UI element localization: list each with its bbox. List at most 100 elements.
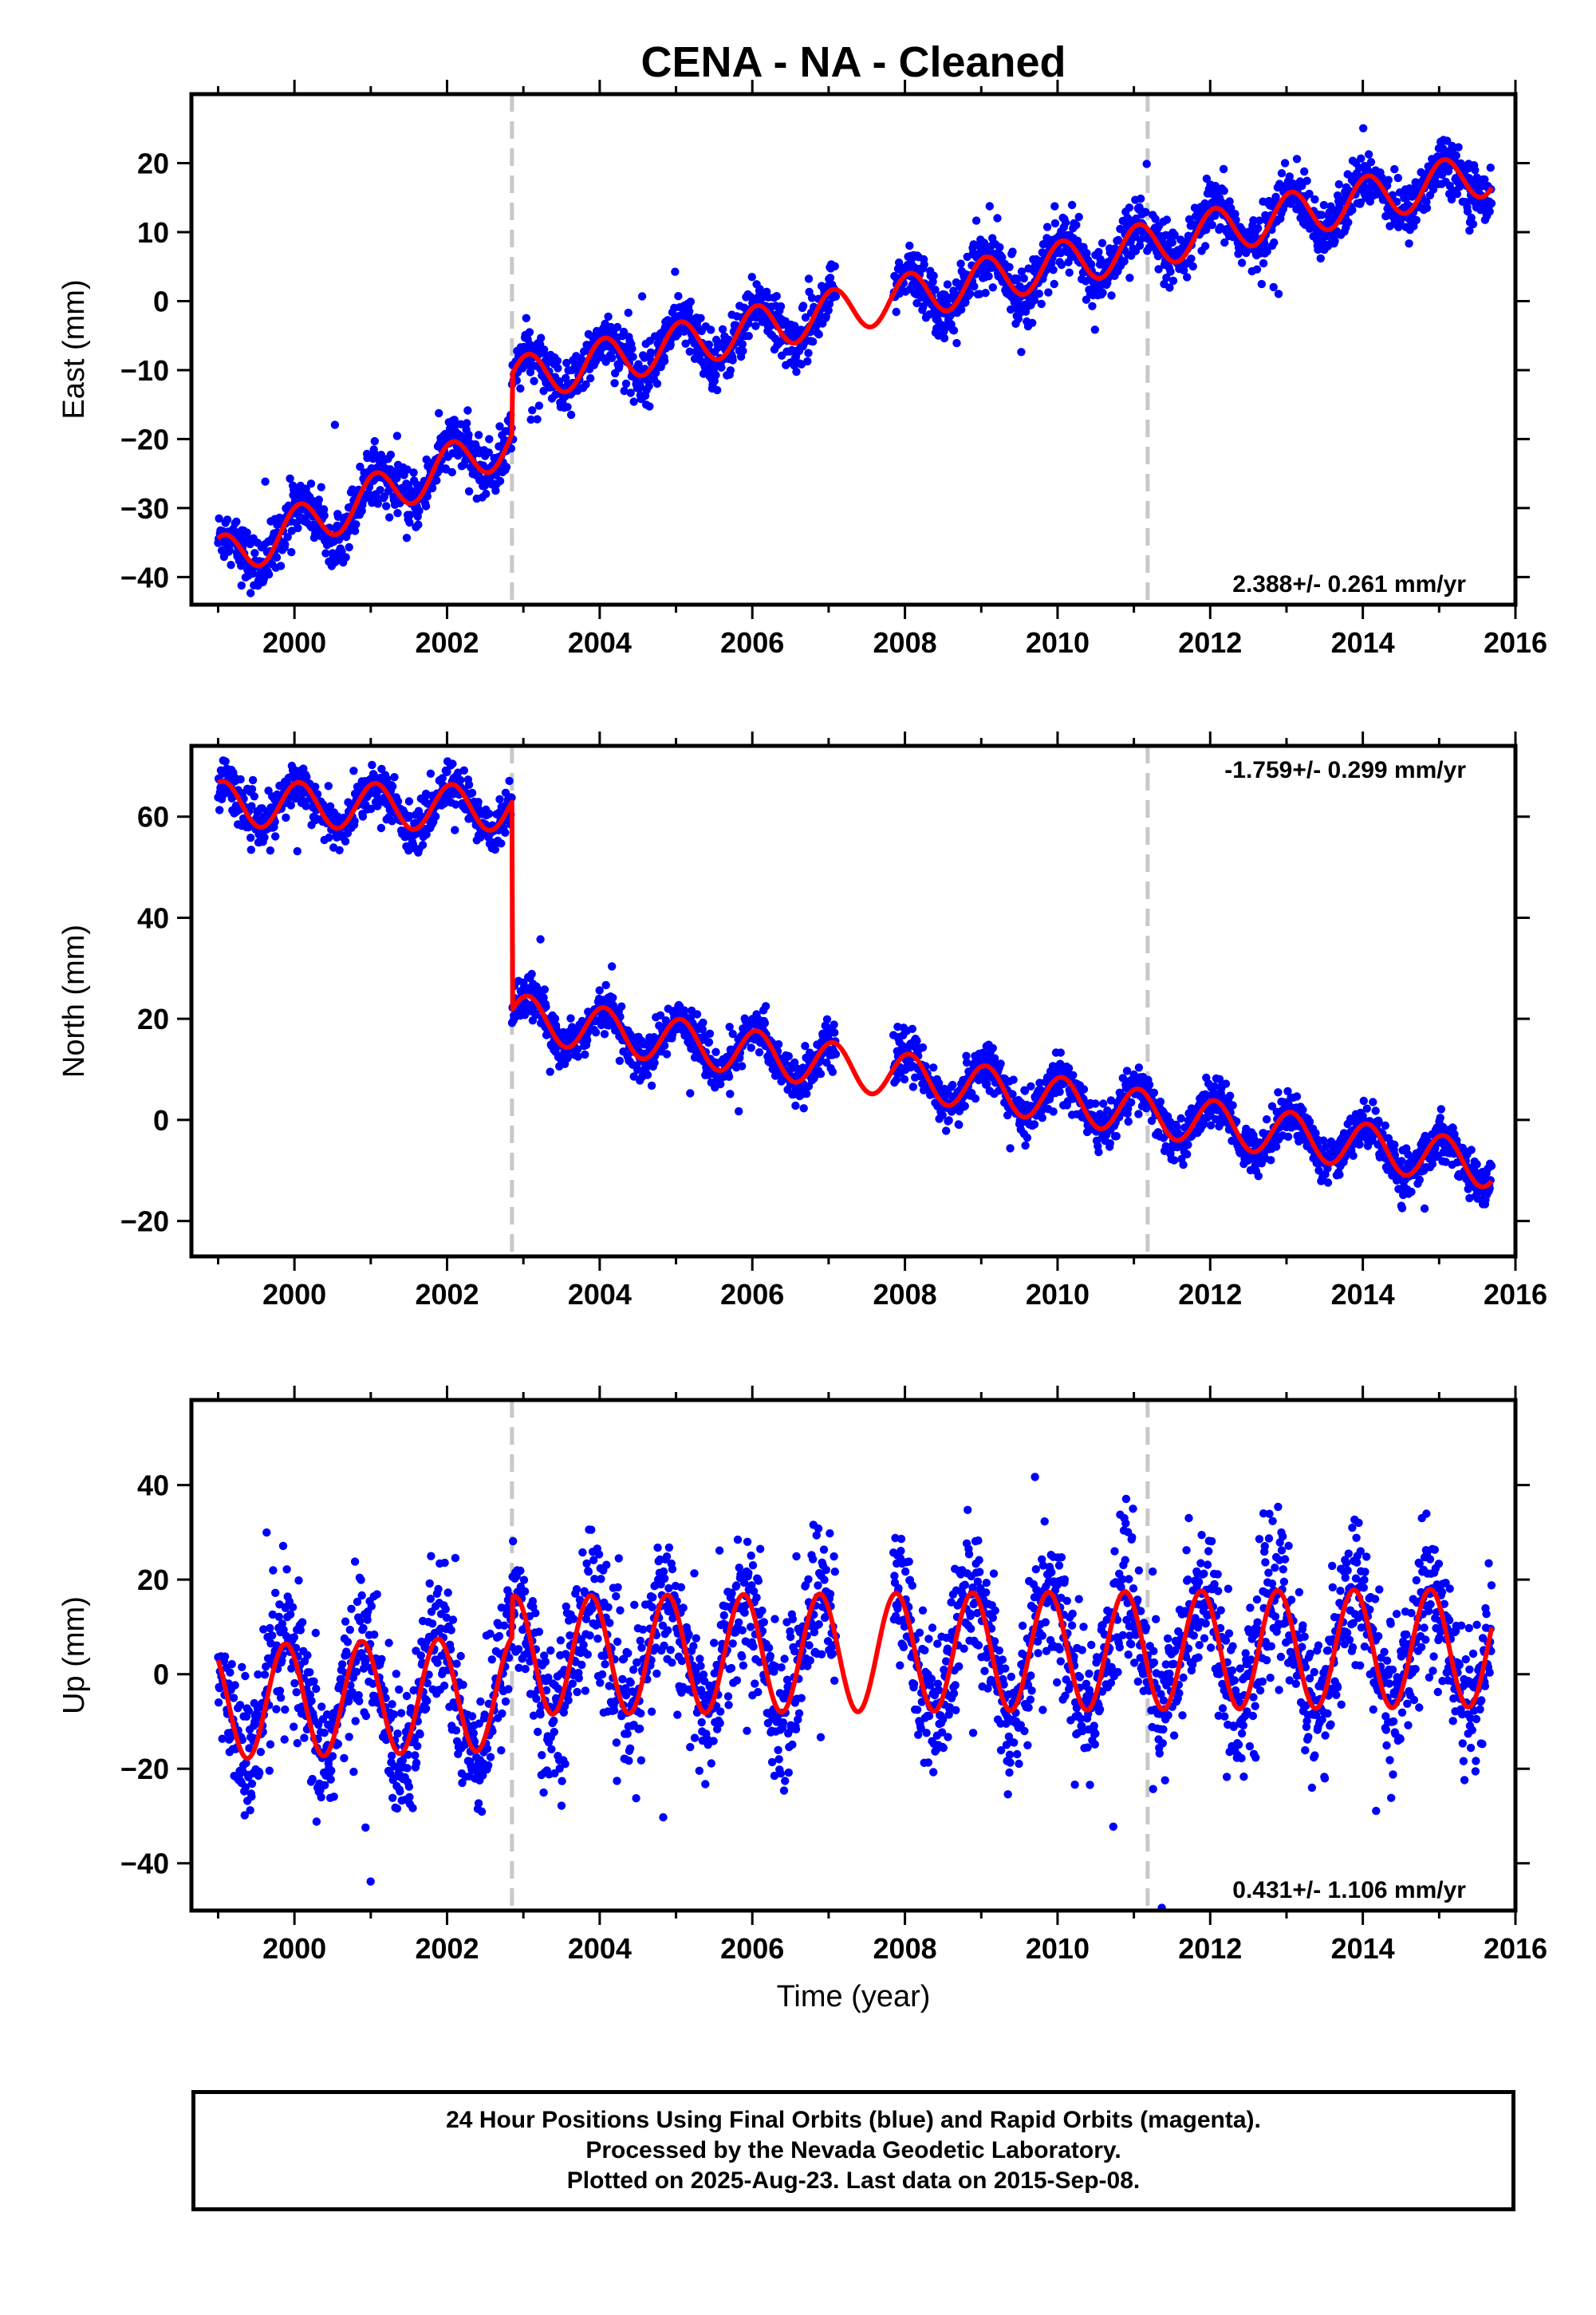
data-point: [908, 1083, 918, 1091]
data-point: [356, 462, 365, 471]
data-point: [707, 325, 715, 334]
data-point: [1094, 247, 1103, 257]
data-point: [988, 1043, 998, 1053]
data-point: [744, 332, 753, 341]
data-point: [286, 474, 294, 483]
y-axis-label-east: East (mm): [57, 279, 91, 419]
data-point: [615, 1056, 625, 1066]
data-point: [918, 1043, 928, 1052]
y-tick-label-east: 0: [153, 285, 169, 317]
data-point: [920, 260, 928, 269]
rate-label-east: 2.388+/- 0.261 mm/yr: [1232, 571, 1466, 597]
y-tick-label-east: 10: [137, 216, 169, 249]
data-point: [306, 479, 316, 488]
data-point: [1257, 279, 1267, 289]
data-point: [713, 385, 722, 395]
data-point: [474, 431, 483, 440]
data-point: [1262, 1115, 1271, 1124]
data-point: [349, 767, 358, 775]
data-point: [960, 1102, 970, 1110]
data-point: [929, 271, 938, 280]
data-point: [246, 589, 255, 597]
data-point: [673, 329, 682, 339]
data-point: [386, 450, 396, 459]
data-point: [516, 384, 525, 393]
data-point: [225, 546, 234, 554]
data-point: [822, 1015, 832, 1024]
data-point: [1221, 1079, 1231, 1088]
data-point: [1274, 290, 1283, 298]
data-point: [1057, 260, 1066, 270]
data-point: [1252, 265, 1262, 274]
data-point: [629, 353, 637, 361]
data-point: [1270, 238, 1279, 247]
data-point: [423, 492, 432, 501]
data-point: [246, 834, 255, 842]
data-point: [1028, 318, 1037, 327]
data-point: [711, 371, 720, 380]
data-point: [586, 374, 595, 383]
data-point: [250, 792, 258, 801]
data-point: [799, 1104, 808, 1113]
data-point: [744, 319, 753, 328]
data-point: [1094, 1148, 1103, 1157]
data-point: [1061, 218, 1070, 227]
data-point: [1008, 247, 1017, 256]
data-point: [1134, 1110, 1143, 1118]
data-point: [1292, 1092, 1302, 1101]
data-point: [1009, 1075, 1018, 1084]
x-tick-label-east: 2016: [1484, 626, 1547, 659]
x-tick-label-east: 2006: [720, 626, 784, 659]
data-point: [1454, 143, 1463, 152]
data-point: [376, 823, 386, 833]
data-point: [282, 813, 290, 822]
data-point: [426, 769, 435, 778]
data-point: [1030, 296, 1039, 305]
data-point: [617, 1002, 626, 1011]
data-point: [970, 282, 979, 291]
data-point: [382, 502, 391, 511]
data-point: [385, 513, 394, 522]
data-point: [390, 773, 399, 782]
data-point: [464, 780, 474, 789]
data-point: [1334, 179, 1344, 189]
data-point: [540, 985, 549, 994]
data-point: [1090, 325, 1100, 334]
data-point: [1067, 200, 1077, 210]
data-point: [456, 775, 465, 785]
data-point: [283, 533, 292, 542]
data-point: [294, 523, 302, 533]
data-point: [537, 333, 546, 342]
data-point: [988, 283, 998, 292]
data-point: [971, 1094, 980, 1103]
data-point: [464, 430, 473, 440]
data-point: [792, 367, 801, 377]
y-tick-label-east: −40: [120, 561, 169, 594]
data-point: [1271, 1142, 1281, 1151]
data-point: [620, 386, 629, 396]
data-point: [980, 243, 989, 252]
data-point: [497, 839, 506, 848]
data-point: [1176, 1114, 1185, 1123]
data-point: [1184, 1140, 1192, 1150]
data-point: [341, 553, 350, 562]
data-point: [265, 570, 274, 579]
data-point: [784, 1051, 793, 1061]
data-point: [798, 302, 808, 310]
data-point: [646, 348, 656, 357]
data-point: [671, 267, 680, 276]
data-point: [463, 419, 471, 428]
data-point: [352, 520, 361, 529]
data-point: [643, 1071, 652, 1079]
data-point: [227, 561, 235, 570]
data-point: [816, 1070, 826, 1079]
data-point: [1072, 220, 1081, 230]
data-point: [1283, 1132, 1293, 1142]
data-point: [692, 1010, 702, 1019]
data-point: [1027, 1082, 1035, 1091]
data-point: [952, 338, 961, 348]
data-point: [1357, 154, 1365, 163]
data-point: [415, 507, 424, 515]
data-point: [830, 1020, 838, 1029]
data-point: [963, 252, 971, 262]
